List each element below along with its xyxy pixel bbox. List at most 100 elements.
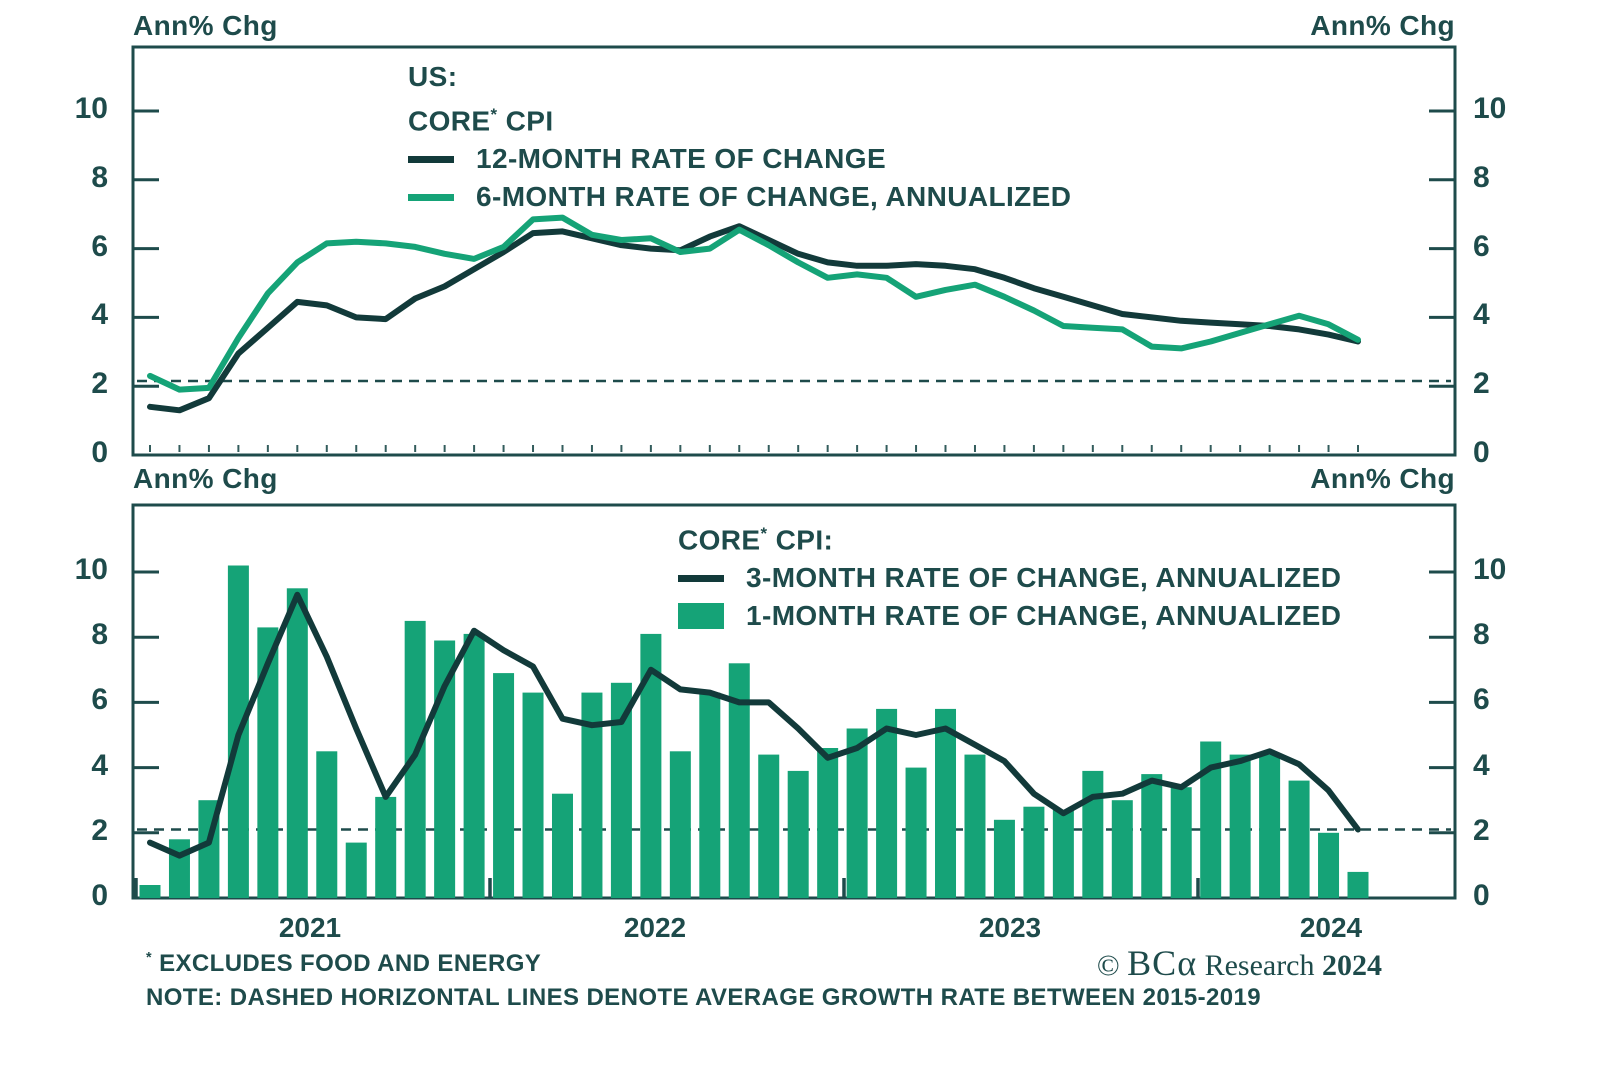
one-month-bar	[139, 885, 161, 898]
one-month-bar	[1288, 780, 1310, 898]
bottom-legend-label-1-month: 1-MONTH RATE OF CHANGE, ANNUALIZED	[746, 600, 1342, 632]
top-ytick-label-left-2: 2	[91, 367, 108, 401]
one-month-bar	[1082, 770, 1104, 898]
three-month-rate-line	[147, 591, 1361, 859]
top-axis-title-left: Ann% Chg	[133, 10, 278, 41]
top-legend-label-12-month: 12-MONTH RATE OF CHANGE	[476, 143, 887, 175]
one-month-bar	[522, 692, 544, 898]
bottom-ytick-label-right-8: 8	[1473, 618, 1490, 652]
one-month-bar	[669, 751, 691, 898]
one-month-bar	[699, 692, 721, 898]
one-month-bar	[581, 692, 603, 898]
one-month-bar	[316, 751, 338, 898]
one-month-bar	[1347, 871, 1369, 898]
top-ytick-label-left-4: 4	[91, 298, 108, 332]
footnote-dashed-lines: NOTE: DASHED HORIZONTAL LINES DENOTE AVE…	[146, 984, 1262, 1011]
one-month-bar	[817, 748, 839, 898]
one-month-bar	[257, 627, 279, 898]
top-ytick-label-right-8: 8	[1473, 160, 1490, 194]
bottom-ytick-label-left-10: 10	[74, 553, 108, 586]
top-legend-row-6-month: 6-MONTH RATE OF CHANGE, ANNUALIZED	[408, 178, 1071, 216]
one-month-bar	[846, 728, 868, 898]
one-month-bar	[286, 588, 308, 898]
top-axis-title-right: Ann% Chg	[1310, 10, 1455, 41]
one-month-bar	[1111, 800, 1133, 898]
one-month-bar	[728, 663, 750, 898]
one-month-bar-swatch-icon	[678, 603, 724, 630]
one-month-bar	[1023, 806, 1045, 898]
bottom-ytick-label-left-2: 2	[91, 813, 108, 847]
top-ytick-label-right-2: 2	[1473, 367, 1490, 401]
bottom-ytick-label-right-6: 6	[1473, 683, 1490, 717]
top-ytick-label-left-10: 10	[74, 92, 108, 125]
xaxis-year-label-2023: 2023	[978, 912, 1042, 943]
bottom-ytick-label-right-10: 10	[1473, 553, 1507, 586]
top-ytick-label-right-4: 4	[1473, 298, 1490, 332]
one-month-bar	[434, 640, 456, 898]
copyright-icon: ©	[1096, 949, 1128, 982]
one-month-bar	[610, 682, 632, 898]
one-month-bar	[1259, 754, 1281, 898]
twelve-month-line-swatch-icon	[408, 155, 454, 163]
bca-research-logo: © BCα Research 2024	[1097, 942, 1382, 984]
top-panel-border	[131, 45, 1457, 457]
bottom-legend-row-3-month: 3-MONTH RATE OF CHANGE, ANNUALIZED	[678, 559, 1341, 597]
one-month-bar	[1170, 787, 1192, 898]
footnote-excludes-text: EXCLUDES FOOD AND ENERGY	[152, 950, 542, 977]
top-ytick-label-left-8: 8	[91, 160, 108, 194]
top-legend-core-text: CORE	[408, 105, 491, 137]
top-legend: US: CORE* CPI 12-MONTH RATE OF CHANGE 6-…	[408, 58, 1071, 216]
bottom-axis-title-right: Ann% Chg	[1310, 463, 1455, 494]
one-month-bar	[1052, 810, 1074, 898]
bottom-legend-title: CORE* CPI:	[678, 515, 1341, 559]
top-legend-cpi-text: CPI	[497, 105, 554, 137]
one-month-bar	[905, 767, 927, 898]
brand-alpha-glyph: α	[1177, 943, 1198, 983]
one-month-bar	[463, 633, 485, 898]
bottom-ytick-label-left-6: 6	[91, 683, 108, 717]
bottom-axis-title-left: Ann% Chg	[133, 463, 278, 494]
bottom-legend-label-3-month: 3-MONTH RATE OF CHANGE, ANNUALIZED	[746, 562, 1342, 594]
bottom-ytick-label-right-4: 4	[1473, 748, 1490, 782]
one-month-bar	[876, 708, 898, 898]
footnote-excludes: * EXCLUDES FOOD AND ENERGY	[146, 950, 541, 978]
xaxis-year-label-2024: 2024	[1299, 912, 1363, 943]
bottom-legend-cpi-text: CPI:	[767, 524, 834, 556]
one-month-bar	[1141, 774, 1163, 898]
brand-year-text: 2024	[1322, 949, 1382, 982]
one-month-bar	[935, 708, 957, 898]
one-month-bar	[758, 754, 780, 898]
one-month-bar	[493, 673, 515, 898]
top-legend-label-6-month: 6-MONTH RATE OF CHANGE, ANNUALIZED	[476, 181, 1072, 213]
one-month-bar	[375, 796, 397, 898]
one-month-bar	[787, 770, 809, 898]
bottom-legend-row-1-month: 1-MONTH RATE OF CHANGE, ANNUALIZED	[678, 597, 1341, 635]
six-month-rate-line	[147, 214, 1361, 393]
top-legend-row-12-month: 12-MONTH RATE OF CHANGE	[408, 140, 1071, 178]
one-month-bar	[551, 793, 573, 898]
top-ytick-label-left-0: 0	[91, 436, 108, 469]
six-month-line-swatch-icon	[408, 193, 454, 201]
bottom-ytick-label-right-2: 2	[1473, 813, 1490, 847]
top-legend-title-line2: CORE* CPI	[408, 96, 1071, 140]
top-ytick-label-right-0: 0	[1473, 436, 1490, 469]
one-month-bar	[1229, 754, 1251, 898]
bottom-ytick-label-right-0: 0	[1473, 879, 1490, 912]
bottom-legend-asterisk: *	[760, 524, 768, 543]
bottom-legend: CORE* CPI: 3-MONTH RATE OF CHANGE, ANNUA…	[678, 515, 1341, 635]
three-month-line-swatch-icon	[678, 574, 724, 582]
twelve-month-rate-line	[147, 223, 1361, 414]
top-legend-title-line1: US:	[408, 61, 458, 92]
one-month-bar	[964, 754, 986, 898]
brand-bc-text: BC	[1127, 943, 1178, 983]
bottom-legend-core-text: CORE	[678, 524, 761, 556]
bottom-ytick-label-left-4: 4	[91, 748, 108, 782]
top-legend-asterisk: *	[490, 105, 498, 124]
bottom-ytick-label-left-8: 8	[91, 618, 108, 652]
one-month-bar	[1200, 741, 1222, 898]
footnote-asterisk: *	[146, 950, 153, 966]
xaxis-year-label-2021: 2021	[278, 912, 342, 943]
top-ytick-label-right-10: 10	[1473, 92, 1507, 125]
